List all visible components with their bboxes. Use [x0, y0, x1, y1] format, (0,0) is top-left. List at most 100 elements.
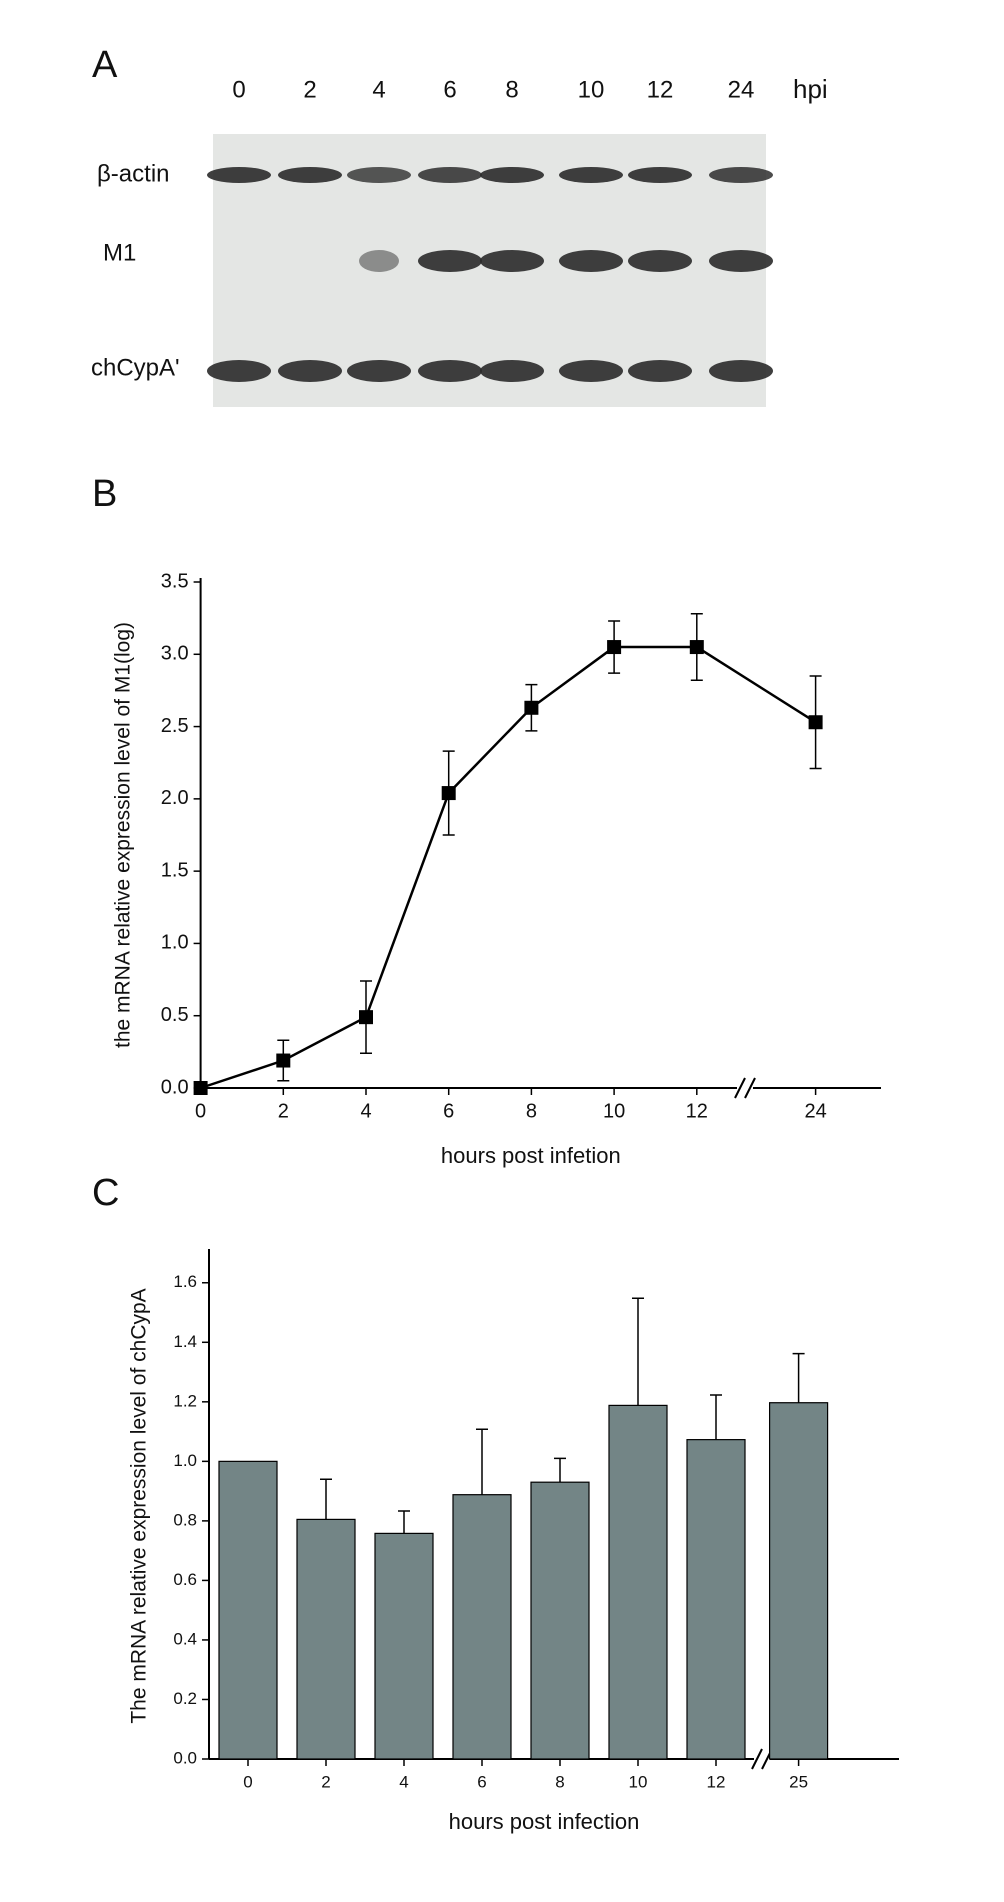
bar — [218, 1460, 278, 1760]
y-axis-label: The mRNA relative expression level of ch… — [128, 1288, 151, 1723]
unit-label: hpi — [793, 74, 828, 104]
band — [709, 360, 773, 382]
x-tick-label: 24 — [804, 1100, 826, 1122]
band — [709, 167, 773, 183]
bar — [374, 1532, 434, 1760]
bar — [530, 1481, 590, 1760]
band — [347, 167, 411, 183]
marker — [193, 1081, 208, 1095]
bar — [608, 1404, 668, 1760]
lane-label: 24 — [728, 76, 755, 103]
band — [709, 250, 773, 272]
lane-label: 2 — [303, 76, 316, 103]
x-tick-label: 4 — [399, 1772, 408, 1791]
error-bar — [792, 1352, 805, 1403]
x-tick-label: 0 — [243, 1772, 252, 1791]
y-tick-label: 0.8 — [173, 1510, 197, 1529]
axis-break — [744, 1077, 756, 1099]
band — [480, 167, 544, 183]
y-tick-label: 3.0 — [161, 643, 189, 665]
band — [559, 167, 623, 183]
x-tick-label: 12 — [686, 1100, 708, 1122]
y-tick-label: 1.0 — [173, 1451, 197, 1470]
band — [628, 360, 692, 382]
lane-label: 10 — [578, 76, 605, 103]
error-bar — [554, 1457, 566, 1483]
band — [628, 167, 692, 183]
marker — [689, 640, 704, 655]
band — [559, 250, 623, 272]
y-tick-label: 2.5 — [161, 715, 189, 737]
y-tick-label: 0.6 — [173, 1570, 197, 1589]
y-tick-label: 0.0 — [173, 1748, 197, 1767]
x-tick-label: 8 — [555, 1772, 564, 1791]
lane-label: 6 — [443, 76, 456, 103]
error-bar — [398, 1510, 410, 1534]
marker — [607, 640, 622, 655]
band — [559, 360, 623, 382]
band — [418, 250, 482, 272]
panel-label: A — [92, 44, 118, 86]
y-tick-label: 2.0 — [161, 787, 189, 809]
lane-label: 8 — [505, 76, 518, 103]
panel-label: C — [92, 1172, 119, 1214]
x-tick-label: 0 — [195, 1100, 206, 1122]
lane-label: 4 — [372, 76, 385, 103]
x-tick-label: 4 — [360, 1100, 371, 1122]
bar — [686, 1439, 746, 1760]
x-axis-label: hours post infetion — [441, 1143, 621, 1168]
band — [278, 360, 342, 382]
band — [207, 360, 271, 382]
y-tick-label: 0.0 — [161, 1076, 189, 1098]
x-tick-label: 6 — [443, 1100, 454, 1122]
band — [418, 360, 482, 382]
x-tick-label: 10 — [603, 1100, 625, 1122]
y-tick-label: 3.5 — [161, 570, 189, 592]
y-tick-label: 1.0 — [161, 932, 189, 954]
bar — [768, 1402, 829, 1760]
y-tick-label: 1.5 — [161, 859, 189, 881]
x-tick-label: 8 — [526, 1100, 537, 1122]
error-bar — [476, 1428, 488, 1495]
bar — [452, 1494, 512, 1760]
y-tick-label: 1.6 — [173, 1272, 197, 1291]
band — [418, 167, 482, 183]
x-tick-label: 2 — [321, 1772, 330, 1791]
marker — [808, 715, 823, 730]
y-tick-label: 0.4 — [173, 1629, 197, 1648]
band — [347, 360, 411, 382]
y-tick-label: 0.2 — [173, 1689, 197, 1708]
row-label: M1 — [103, 239, 136, 266]
panel-label: B — [92, 473, 117, 515]
marker — [441, 786, 456, 801]
y-tick-label: 1.4 — [173, 1332, 197, 1351]
error-bar — [320, 1478, 332, 1520]
band — [359, 250, 399, 272]
axis-break — [751, 1748, 763, 1770]
x-tick-label: 25 — [789, 1772, 808, 1791]
y-tick-label: 1.2 — [173, 1391, 197, 1410]
error-bar — [632, 1297, 644, 1406]
y-axis-label: the mRNA relative expression level of M1… — [112, 622, 135, 1048]
marker — [524, 700, 539, 715]
band — [207, 167, 271, 183]
x-tick-label: 12 — [707, 1772, 726, 1791]
x-tick-label: 6 — [477, 1772, 486, 1791]
row-label: chCypA' — [91, 354, 180, 381]
row-label: β-actin — [97, 160, 170, 187]
lane-label: 0 — [232, 76, 245, 103]
error-bar — [710, 1394, 722, 1440]
marker — [359, 1010, 373, 1025]
line — [200, 645, 817, 1090]
marker — [276, 1053, 291, 1068]
bar — [296, 1518, 356, 1760]
x-tick-label: 10 — [629, 1772, 648, 1791]
band — [278, 167, 342, 183]
y-tick-label: 0.5 — [161, 1004, 189, 1026]
axis-break — [734, 1077, 746, 1099]
lane-label: 12 — [647, 76, 674, 103]
x-tick-label: 2 — [278, 1100, 289, 1122]
band — [628, 250, 692, 272]
x-axis-label: hours post infection — [449, 1809, 640, 1834]
